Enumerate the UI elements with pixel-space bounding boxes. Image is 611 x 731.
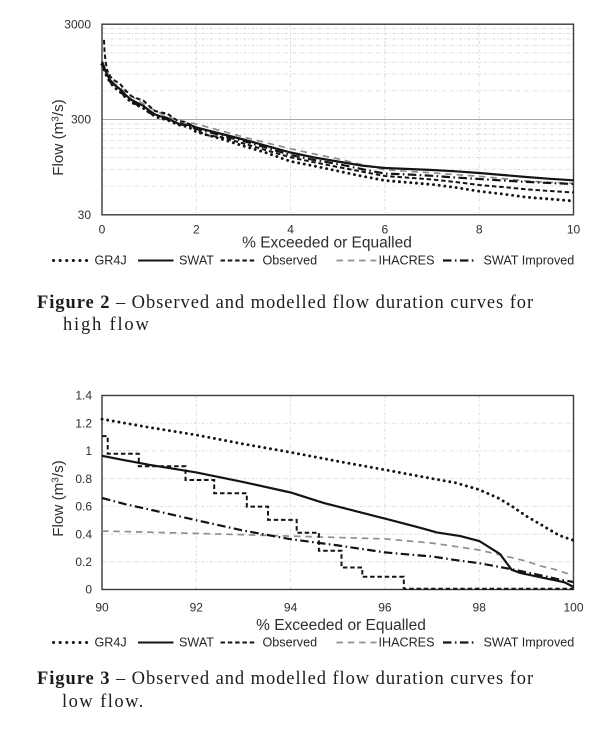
- svg-text:% Exceeded or Equalled: % Exceeded or Equalled: [242, 235, 412, 252]
- svg-text:Observed: Observed: [263, 636, 318, 650]
- svg-text:0.6: 0.6: [75, 500, 92, 514]
- svg-text:96: 96: [378, 601, 392, 615]
- svg-text:8: 8: [476, 223, 483, 237]
- svg-text:GR4J: GR4J: [95, 254, 127, 268]
- svg-text:6: 6: [382, 223, 389, 237]
- svg-text:0.8: 0.8: [75, 472, 92, 486]
- svg-text:1.2: 1.2: [75, 416, 92, 430]
- svg-text:SWAT: SWAT: [179, 254, 214, 268]
- svg-text:0: 0: [99, 223, 106, 237]
- svg-text:90: 90: [95, 601, 109, 615]
- svg-text:Observed: Observed: [263, 254, 318, 268]
- svg-text:Flow (m3/s): Flow (m3/s): [50, 460, 67, 536]
- svg-text:1: 1: [85, 444, 92, 458]
- svg-text:SWAT Improved: SWAT Improved: [484, 636, 575, 650]
- svg-text:GR4J: GR4J: [95, 636, 127, 650]
- svg-text:4: 4: [287, 223, 294, 237]
- svg-text:10: 10: [567, 223, 581, 237]
- svg-text:SWAT: SWAT: [179, 636, 214, 650]
- svg-text:100: 100: [563, 601, 583, 615]
- svg-text:0: 0: [85, 583, 92, 597]
- svg-text:% Exceeded or Equalled: % Exceeded or Equalled: [256, 617, 426, 634]
- svg-text:30: 30: [78, 208, 92, 222]
- svg-text:0.4: 0.4: [75, 527, 92, 541]
- svg-text:0.2: 0.2: [75, 555, 92, 569]
- svg-text:98: 98: [473, 601, 487, 615]
- svg-text:IHACRES: IHACRES: [379, 254, 435, 268]
- svg-text:2: 2: [193, 223, 200, 237]
- svg-text:94: 94: [284, 601, 298, 615]
- svg-text:92: 92: [190, 601, 204, 615]
- svg-text:3000: 3000: [64, 17, 91, 31]
- svg-text:SWAT Improved: SWAT Improved: [484, 254, 575, 268]
- svg-text:300: 300: [71, 113, 91, 127]
- svg-text:Flow (m3/s): Flow (m3/s): [50, 99, 67, 175]
- svg-text:1.4: 1.4: [75, 389, 92, 403]
- svg-text:IHACRES: IHACRES: [379, 636, 435, 650]
